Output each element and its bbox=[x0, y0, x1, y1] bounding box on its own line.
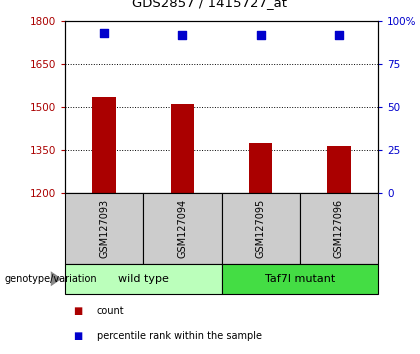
Text: GSM127095: GSM127095 bbox=[256, 199, 266, 258]
Bar bbox=[222, 193, 300, 264]
Text: percentile rank within the sample: percentile rank within the sample bbox=[97, 331, 262, 341]
Bar bbox=[249, 143, 273, 193]
Text: ■: ■ bbox=[74, 306, 83, 316]
Bar bbox=[300, 193, 378, 264]
Bar bbox=[171, 104, 194, 193]
Bar bbox=[327, 146, 351, 193]
Point bbox=[101, 30, 108, 36]
Text: GSM127094: GSM127094 bbox=[177, 199, 187, 258]
Text: GDS2857 / 1415727_at: GDS2857 / 1415727_at bbox=[132, 0, 288, 9]
Point bbox=[257, 32, 264, 38]
Point bbox=[336, 32, 342, 38]
Text: ■: ■ bbox=[74, 331, 83, 341]
Bar bbox=[65, 193, 143, 264]
Text: GSM127093: GSM127093 bbox=[99, 199, 109, 258]
Polygon shape bbox=[51, 271, 62, 286]
Bar bbox=[143, 193, 222, 264]
Bar bbox=[92, 97, 116, 193]
Text: genotype/variation: genotype/variation bbox=[4, 274, 97, 284]
Point bbox=[179, 32, 186, 38]
Text: Taf7l mutant: Taf7l mutant bbox=[265, 274, 335, 284]
Text: wild type: wild type bbox=[118, 274, 169, 284]
Bar bbox=[222, 264, 378, 294]
Bar bbox=[65, 264, 222, 294]
Text: GSM127096: GSM127096 bbox=[334, 199, 344, 258]
Text: count: count bbox=[97, 306, 124, 316]
